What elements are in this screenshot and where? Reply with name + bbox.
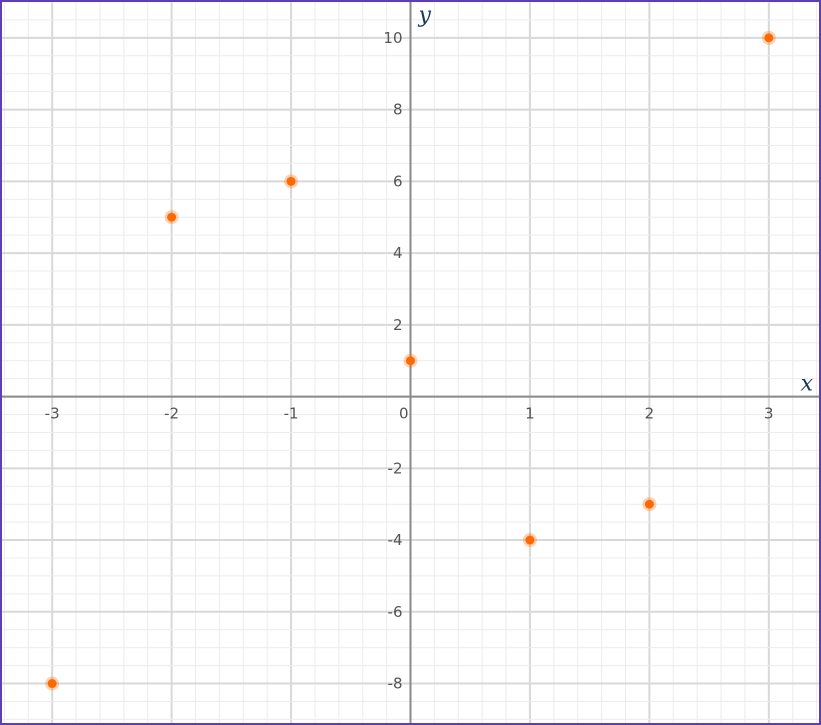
data-point [764,33,774,43]
x-tick-label: 1 [525,405,535,423]
y-tick-label: 4 [393,244,403,262]
data-point [644,499,654,509]
y-tick-label: 10 [383,29,402,47]
data-point [525,535,535,545]
x-tick-label: 3 [764,405,774,423]
data-point [47,679,57,689]
y-tick-label: -2 [388,459,403,477]
y-tick-label: 8 [393,101,403,119]
x-tick-label: -1 [284,405,299,423]
y-tick-label: 6 [393,172,403,190]
x-tick-label: -2 [164,405,179,423]
y-tick-label: -8 [388,675,403,693]
y-tick-label: -6 [388,603,403,621]
y-axis-label: y [418,3,432,28]
x-tick-label: 2 [645,405,655,423]
x-axis-label: x [801,372,814,397]
y-tick-label: 2 [393,316,403,334]
data-point [286,176,296,186]
data-point [167,212,177,222]
data-point [406,356,415,366]
y-tick-label: -4 [388,531,403,549]
x-tick-label: -3 [45,405,60,423]
x-tick-label: 0 [399,405,409,423]
